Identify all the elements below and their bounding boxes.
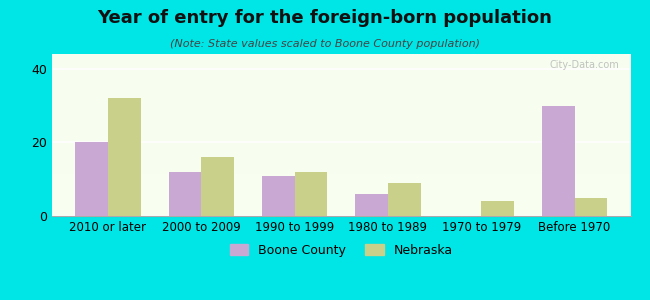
Bar	[356, 194, 388, 216]
Bar	[108, 98, 140, 216]
Text: (Note: State values scaled to Boone County population): (Note: State values scaled to Boone Coun…	[170, 39, 480, 49]
Bar	[388, 183, 421, 216]
Bar	[294, 172, 327, 216]
Bar	[575, 198, 607, 216]
Bar	[542, 106, 575, 216]
Text: Year of entry for the foreign-born population: Year of entry for the foreign-born popul…	[98, 9, 552, 27]
Bar	[168, 172, 202, 216]
Bar	[481, 201, 514, 216]
Bar	[262, 176, 294, 216]
Text: City-Data.com: City-Data.com	[549, 61, 619, 70]
Bar	[202, 157, 234, 216]
Bar	[75, 142, 108, 216]
Legend: Boone County, Nebraska: Boone County, Nebraska	[225, 238, 458, 262]
